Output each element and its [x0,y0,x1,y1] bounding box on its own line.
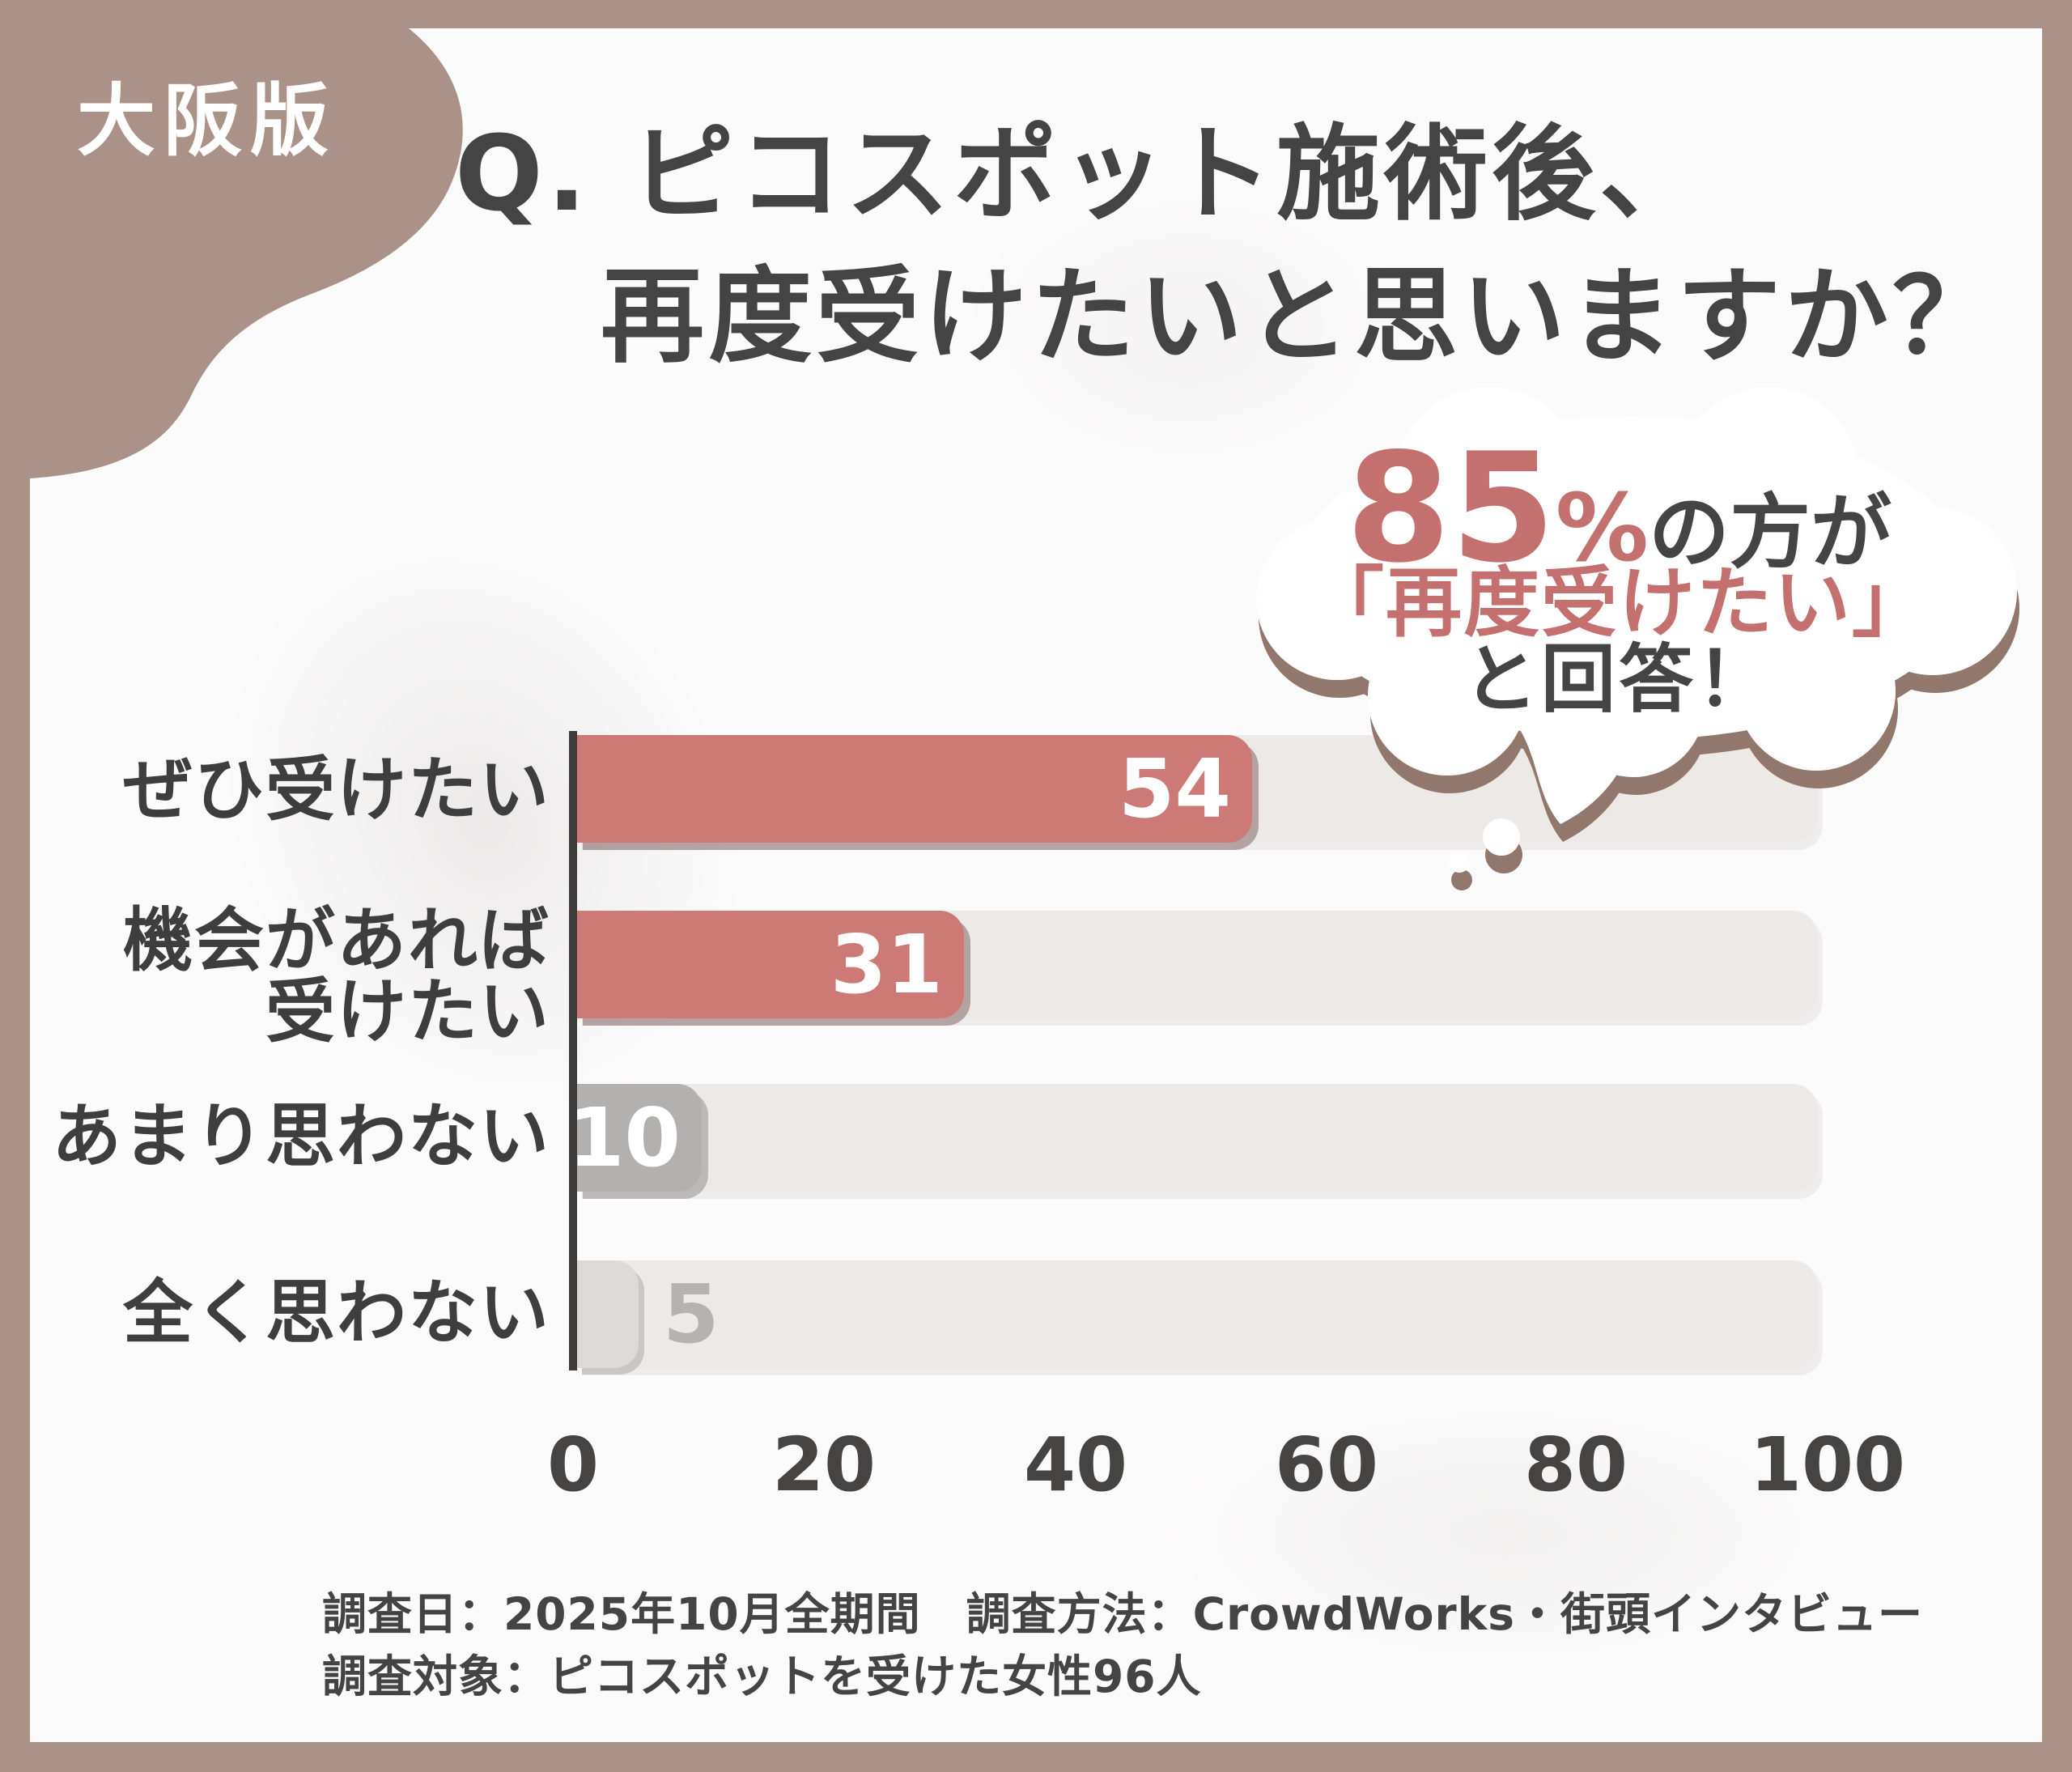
bar-track [576,1260,1817,1368]
bubble-stat-suffix: の方が [1649,485,1892,580]
x-tick-100: 100 [1749,1421,1906,1508]
bar-value-label: 10 [567,1090,681,1185]
title-line-1: Q. ピコスポット施術後、 [455,114,1708,235]
thought-dot-large [1483,818,1520,856]
category-label-mattaku-omowanai: 全く思わない [123,1273,550,1353]
category-label-zehi-uketai: ぜひ受けたい [123,750,550,831]
region-badge: 大阪版 [77,75,337,167]
bar-value-label: 54 [1118,742,1231,836]
chart-row: 31 [0,911,2072,1018]
category-label-line-2: 受けたい [265,971,550,1052]
survey-note-line-1: 調査日：2025年10月全期間 調査方法：CrowdWorks・街頭インタビュー [322,1588,1923,1640]
survey-notes: 調査日：2025年10月全期間 調査方法：CrowdWorks・街頭インタビュー… [322,1583,1923,1708]
x-tick-40: 40 [1023,1421,1128,1508]
x-tick-80: 80 [1523,1421,1628,1508]
chart-row: 10 [0,1084,2072,1192]
chart-row: 5 [0,1260,2072,1368]
survey-note-line-2: 調査対象：ピコスポットを受けた女性96人 [322,1651,1202,1702]
bar-value-label: 31 [830,917,943,1012]
bubble-stat-unit: % [1555,474,1650,583]
bar-track [576,1084,1817,1192]
title-line-2: 再度受けたいと思いますか？ [601,257,2001,377]
bubble-stat-line: 85%の方が [1263,427,1975,637]
thought-bubble-shape [1256,387,2017,873]
x-tick-0: 0 [546,1421,600,1508]
bar-zehi-uketai: 54 [576,735,1252,843]
x-tick-60: 60 [1274,1421,1379,1508]
bubble-quote: 「再度受けたい」 [1307,559,1930,648]
bar-amari-omowanai: 10 [568,1084,702,1192]
bar-value-label: 5 [663,1267,720,1362]
bubble-answer: と回答！ [1463,636,1774,723]
corner-blob-shape [30,28,463,478]
x-tick-20: 20 [771,1421,877,1508]
thought-dot-small [1449,852,1470,873]
bar-mattaku-omowanai: 5 [576,1260,720,1368]
bubble-stat-value: 85 [1345,420,1556,596]
category-label-kikai-ga-areba: 機会があれば 受けたい [32,905,550,1047]
y-axis-line [569,731,577,1370]
page-title: Q. ピコスポット施術後、 再度受けたいと思いますか？ [455,104,2000,389]
bar-kikai-ga-areba: 31 [576,911,964,1018]
category-label-line-1: 機会があれば [123,900,550,981]
category-label-amari-omowanai: あまり思わない [52,1096,550,1177]
